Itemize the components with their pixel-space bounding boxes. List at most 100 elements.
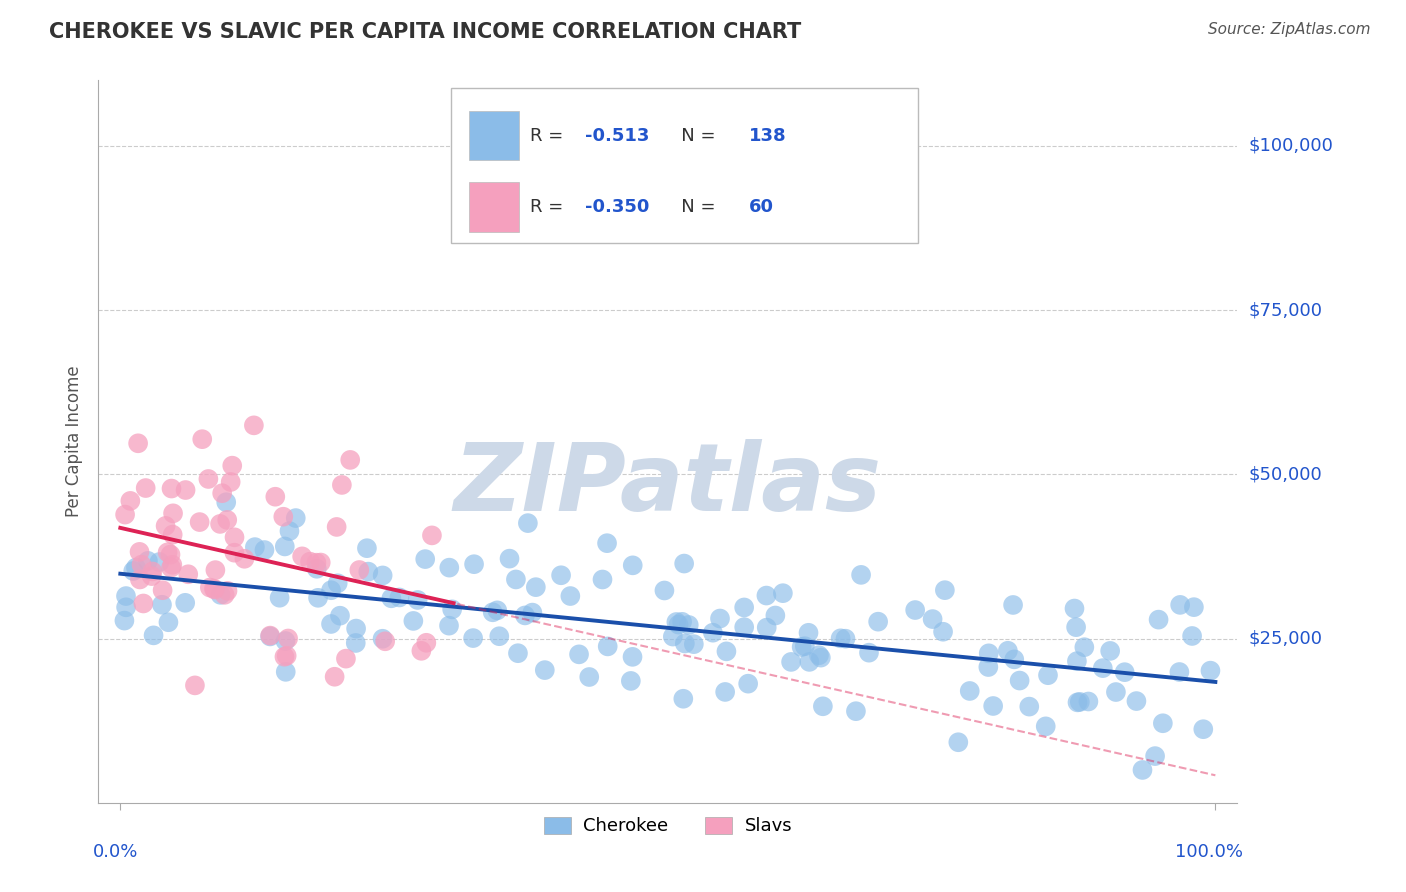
Point <box>162 527 184 541</box>
FancyBboxPatch shape <box>468 111 519 161</box>
Point <box>1181 629 1204 643</box>
Point <box>506 646 529 660</box>
Point <box>439 560 461 574</box>
Point <box>1199 664 1222 678</box>
Point <box>763 608 786 623</box>
Point <box>1069 695 1091 709</box>
Point <box>1066 654 1088 668</box>
Point <box>463 558 485 572</box>
Point <box>790 640 813 654</box>
Point <box>1132 763 1154 777</box>
Point <box>115 600 138 615</box>
Point <box>277 632 299 646</box>
Point <box>1002 598 1025 612</box>
Point <box>420 528 443 542</box>
Point <box>668 617 690 632</box>
Point <box>799 655 821 669</box>
Point <box>1114 665 1136 680</box>
Point <box>259 629 281 643</box>
Point <box>156 545 179 559</box>
Point <box>264 490 287 504</box>
Point <box>329 608 352 623</box>
Point <box>678 618 700 632</box>
Point <box>271 509 294 524</box>
Point <box>380 591 402 606</box>
Point <box>868 615 890 629</box>
Point <box>224 530 246 544</box>
Point <box>709 611 731 625</box>
Point <box>344 622 367 636</box>
Point <box>174 483 197 497</box>
Point <box>274 634 297 648</box>
Point <box>1036 668 1059 682</box>
Point <box>269 591 291 605</box>
Point <box>299 555 322 569</box>
Point <box>371 632 394 646</box>
Point <box>592 573 614 587</box>
Point <box>797 625 820 640</box>
Point <box>1063 601 1085 615</box>
Point <box>177 567 200 582</box>
Text: ZIPatlas: ZIPatlas <box>454 439 882 531</box>
Point <box>481 605 503 619</box>
Y-axis label: Per Capita Income: Per Capita Income <box>65 366 83 517</box>
Point <box>309 556 332 570</box>
Point <box>204 582 226 597</box>
Point <box>997 644 1019 658</box>
Point <box>1073 640 1095 655</box>
Point <box>330 478 353 492</box>
FancyBboxPatch shape <box>451 87 918 243</box>
Point <box>1008 673 1031 688</box>
Point <box>568 648 591 662</box>
Point <box>486 603 509 617</box>
Point <box>356 541 378 556</box>
Point <box>211 486 233 500</box>
Point <box>716 644 738 658</box>
Text: $25,000: $25,000 <box>1249 630 1323 648</box>
Point <box>505 573 527 587</box>
Point <box>135 481 157 495</box>
Text: 100.0%: 100.0% <box>1175 843 1243 861</box>
Text: $75,000: $75,000 <box>1249 301 1323 319</box>
Point <box>671 615 693 629</box>
Point <box>197 472 219 486</box>
Point <box>291 549 314 564</box>
Text: 60: 60 <box>749 198 773 216</box>
Point <box>274 665 297 679</box>
Point <box>406 593 429 607</box>
Point <box>578 670 600 684</box>
Point <box>112 614 135 628</box>
Point <box>160 560 183 574</box>
Text: 0.0%: 0.0% <box>93 843 138 861</box>
Point <box>672 691 695 706</box>
Point <box>221 458 243 473</box>
Point <box>621 558 644 573</box>
Point <box>596 536 619 550</box>
Point <box>128 545 150 559</box>
Text: N =: N = <box>665 198 721 216</box>
Point <box>793 639 815 653</box>
Point <box>202 582 225 596</box>
Point <box>374 634 396 648</box>
Point <box>319 617 342 632</box>
Point <box>959 684 981 698</box>
Point <box>673 636 696 650</box>
Point <box>977 646 1000 660</box>
Point <box>948 735 970 749</box>
Point <box>141 565 163 579</box>
Point <box>621 649 644 664</box>
Point <box>278 524 301 538</box>
Point <box>402 614 425 628</box>
Point <box>596 640 619 654</box>
Point <box>217 513 239 527</box>
Point <box>157 615 180 630</box>
Point <box>810 650 832 665</box>
Point <box>524 580 547 594</box>
Point <box>388 591 411 605</box>
Point <box>243 540 266 554</box>
Point <box>148 555 170 569</box>
Point <box>932 624 955 639</box>
Point <box>413 552 436 566</box>
Point <box>620 673 643 688</box>
Point <box>845 704 868 718</box>
